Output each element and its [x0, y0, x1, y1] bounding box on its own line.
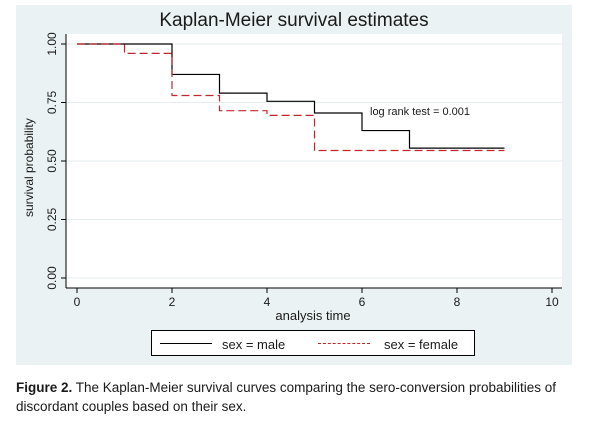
figure-caption: Figure 2. The Kaplan-Meier survival curv… — [16, 378, 582, 416]
y-axis-label: survival probability — [22, 118, 36, 217]
legend: sex = male sex = female — [151, 330, 475, 356]
x-tick-label-4: 8 — [454, 295, 461, 309]
x-axis-label: analysis time — [275, 308, 351, 323]
legend-swatch-male — [160, 343, 212, 344]
caption-label: Figure 2. — [16, 380, 73, 395]
y-tick-label-0: 0.00 — [45, 266, 59, 290]
chart-title: Kaplan-Meier survival estimates — [159, 10, 429, 31]
log-rank-annotation: log rank test = 0.001 — [370, 106, 470, 118]
x-tick-label-3: 6 — [359, 295, 366, 309]
y-tick-label-4: 1.00 — [45, 32, 59, 56]
series-line-male — [77, 43, 505, 149]
x-tick-label-0: 0 — [74, 295, 81, 309]
series-line-female — [77, 43, 505, 152]
legend-label-female: sex = female — [384, 337, 459, 352]
y-tick-label-3: 0.75 — [45, 90, 59, 114]
legend-swatch-female — [318, 343, 370, 344]
y-tick-label-2: 0.50 — [45, 149, 59, 173]
y-tick-label-1: 0.25 — [45, 207, 59, 231]
x-tick-label-1: 2 — [169, 295, 176, 309]
legend-label-male: sex = male — [222, 337, 286, 352]
caption-text: The Kaplan-Meier survival curves compari… — [16, 380, 556, 414]
x-tick-label-2: 4 — [264, 295, 271, 309]
x-tick-label-5: 10 — [545, 295, 559, 309]
